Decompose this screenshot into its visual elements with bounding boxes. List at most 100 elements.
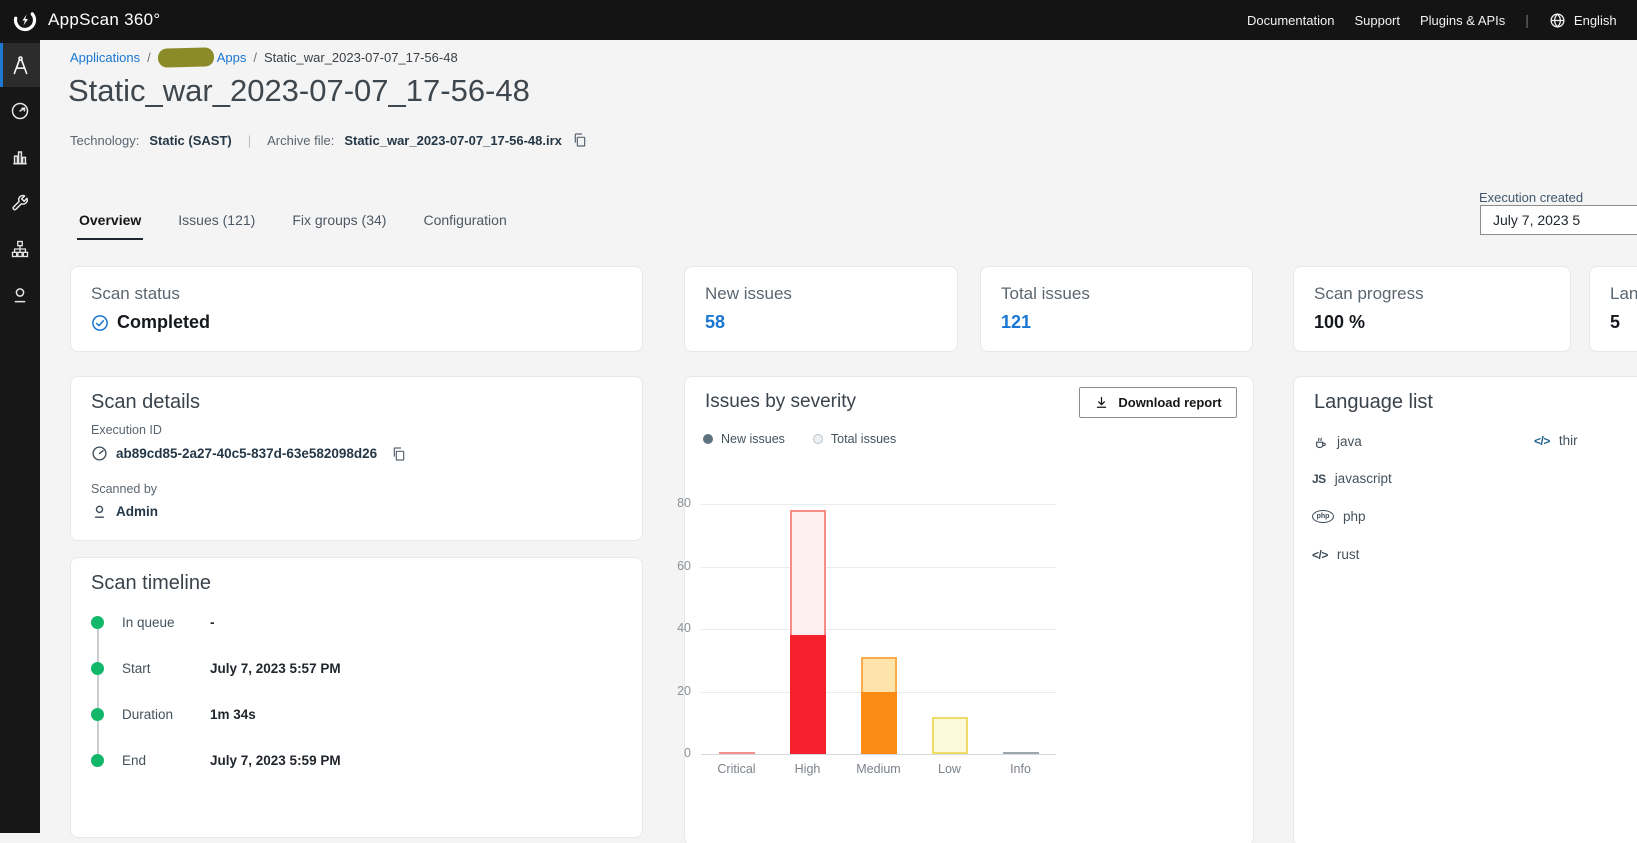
brand-name: AppScan 360° — [48, 10, 161, 29]
language-item-javascript: JS javascript — [1312, 471, 1392, 486]
timeline-label: Start — [122, 661, 151, 676]
issues-by-severity-card: Issues by severity Download report New i… — [677, 376, 1254, 843]
chart-bar-new-medium — [860, 691, 897, 754]
scan-progress-card: Scan progress 100 % — [1293, 266, 1571, 352]
legend-label: New issues — [721, 432, 785, 446]
language-selector[interactable]: English — [1549, 12, 1617, 29]
timeline-row-start: Start July 7, 2023 5:57 PM — [91, 661, 341, 676]
archive-file-label: Archive file: — [267, 132, 335, 148]
sidebar-item-topology[interactable] — [0, 227, 40, 271]
tab-configuration[interactable]: Configuration — [423, 212, 507, 228]
person-icon — [10, 285, 30, 305]
sidebar-item-reports[interactable] — [0, 135, 40, 179]
chart-bar-total-low — [931, 716, 968, 754]
gauge-icon — [91, 445, 108, 462]
technology-label: Technology: — [70, 132, 140, 148]
scan-status-value: Completed — [117, 312, 211, 332]
archive-file-value: Static_war_2023-07-07_17-56-48.irx — [344, 132, 562, 148]
chart-ytick-label: 80 — [677, 496, 691, 510]
timeline-value: July 7, 2023 5:59 PM — [210, 753, 341, 768]
top-header: AppScan 360° Documentation Support Plugi… — [0, 0, 1637, 40]
new-issues-label: New issues — [705, 284, 792, 303]
timeline-dot — [91, 616, 104, 629]
scan-timeline-title: Scan timeline — [91, 572, 212, 594]
scan-status-label: Scan status — [91, 284, 180, 303]
language-list-card: Language list java JS javascript php php… — [1293, 376, 1637, 843]
sidebar-item-scans[interactable] — [0, 89, 40, 133]
tab-fix-groups[interactable]: Fix groups (34) — [292, 212, 387, 228]
language-list-title: Language list — [1314, 391, 1433, 413]
timeline-dot — [91, 662, 104, 675]
timeline-connector — [97, 628, 99, 766]
left-sidebar — [0, 40, 40, 833]
chart-gridline — [701, 504, 1056, 505]
sidebar-item-tools[interactable] — [0, 181, 40, 225]
language-label: java — [1337, 434, 1362, 449]
scan-progress-label: Scan progress — [1314, 284, 1424, 303]
legend-total-issues[interactable]: Total issues — [812, 432, 896, 446]
execution-id-value: ab89cd85-2a27-40c5-837d-63e582098d26 — [116, 446, 378, 461]
timeline-value: July 7, 2023 5:57 PM — [210, 661, 341, 676]
timeline-label: Duration — [122, 707, 174, 722]
execution-created-select[interactable]: July 7, 2023 5 — [1480, 205, 1637, 235]
breadcrumb-apps[interactable]: Apps — [216, 50, 247, 65]
scan-details-title: Scan details — [91, 391, 200, 413]
breadcrumb-applications[interactable]: Applications — [70, 50, 141, 65]
scanned-by-value: Admin — [116, 504, 158, 519]
appscan-logo-icon — [12, 7, 38, 33]
nav-support[interactable]: Support — [1354, 12, 1400, 28]
scan-progress-value: 100 % — [1314, 312, 1366, 332]
total-issues-value[interactable]: 121 — [1001, 312, 1032, 332]
language-label: php — [1343, 509, 1366, 524]
scan-status-card: Scan status Completed — [70, 266, 643, 352]
gauge-icon — [10, 101, 30, 121]
timeline-value: 1m 34s — [210, 707, 256, 722]
nav-documentation[interactable]: Documentation — [1247, 12, 1335, 28]
chart-bar-new-high — [789, 635, 826, 754]
main-content: Applications / Apps / Static_war_2023-07… — [40, 40, 1637, 843]
language-item-php: php php — [1312, 509, 1366, 524]
wrench-icon — [10, 193, 30, 213]
timeline-dot — [91, 708, 104, 721]
chart-ytick-label: 20 — [677, 683, 691, 698]
sidebar-item-user[interactable] — [0, 273, 40, 317]
nav-plugins-apis[interactable]: Plugins & APIs — [1420, 12, 1506, 28]
sidebar-item-applications[interactable] — [0, 43, 40, 87]
language-label: thir — [1558, 433, 1578, 448]
languages-value: 5 — [1610, 312, 1621, 332]
js-icon: JS — [1312, 471, 1326, 486]
language-label: English — [1573, 12, 1617, 28]
tab-overview[interactable]: Overview — [77, 206, 144, 240]
language-label: javascript — [1334, 471, 1392, 486]
check-circle-icon — [91, 314, 109, 332]
chart-gridline — [701, 629, 1056, 630]
tab-bar: Overview Issues (121) Fix groups (34) Co… — [77, 206, 509, 240]
scan-details-card: Scan details Execution ID ab89cd85-2a27-… — [70, 376, 643, 541]
scan-meta-row: Technology: Static (SAST) | Archive file… — [70, 132, 588, 148]
language-item-rust: </> rust — [1312, 547, 1359, 562]
language-item-java: java — [1312, 433, 1362, 450]
language-label: rust — [1336, 547, 1360, 562]
copy-execution-id-icon[interactable] — [391, 446, 407, 462]
brand: AppScan 360° — [0, 7, 160, 33]
chart-gridline — [701, 754, 1056, 755]
nav-divider: | — [1525, 12, 1529, 28]
download-report-button[interactable]: Download report — [1079, 387, 1237, 418]
new-issues-value[interactable]: 58 — [705, 312, 726, 332]
chart-xtick-label: Critical — [717, 762, 756, 776]
chart-xtick-label: High — [794, 762, 821, 776]
chart-xtick-label: Low — [938, 762, 961, 776]
chart-legend: New issues Total issues — [703, 432, 896, 446]
legend-new-issues[interactable]: New issues — [703, 432, 785, 446]
execution-created-value: July 7, 2023 5 — [1493, 212, 1581, 228]
breadcrumb: Applications / Apps / Static_war_2023-07… — [70, 47, 458, 68]
page-title: Static_war_2023-07-07_17-56-48 — [68, 73, 530, 108]
languages-card: Languages 5 — [1589, 266, 1637, 352]
timeline-row-in-queue: In queue - — [91, 615, 215, 630]
chart-xtick-label: Medium — [856, 762, 901, 776]
code-icon: </> — [1534, 433, 1550, 448]
copy-archive-icon[interactable] — [572, 132, 588, 148]
tab-issues[interactable]: Issues (121) — [178, 212, 256, 228]
download-icon — [1094, 395, 1109, 410]
timeline-row-duration: Duration 1m 34s — [91, 707, 256, 722]
